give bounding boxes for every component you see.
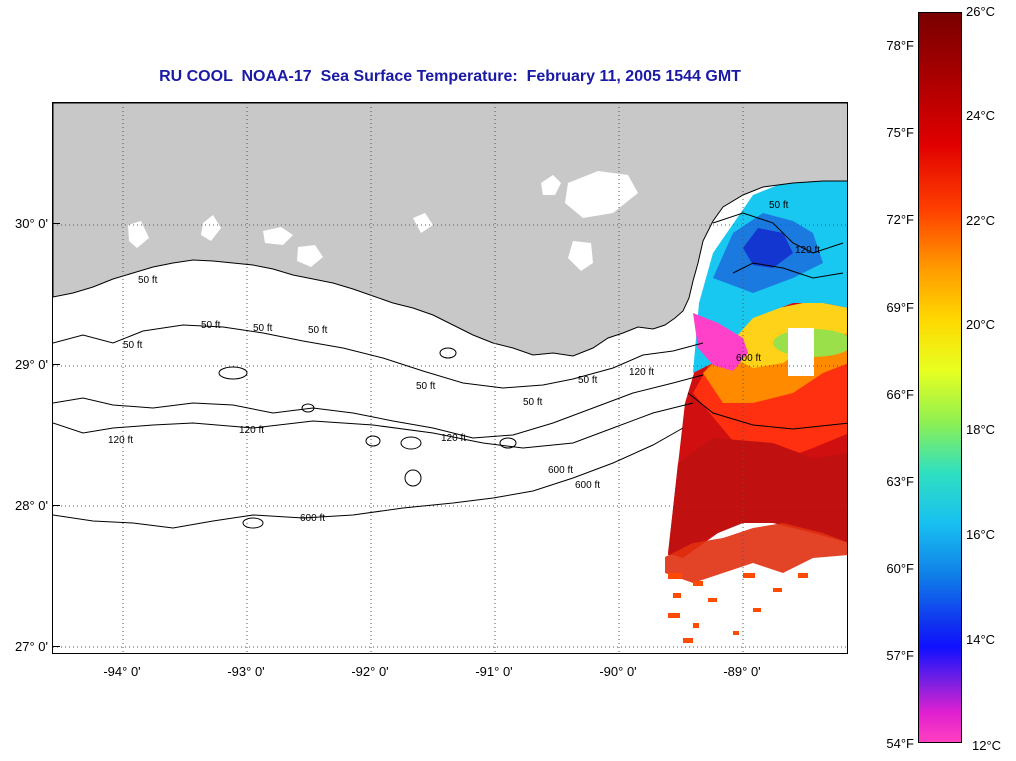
map-panel: 50 ft 50 ft 50 ft 50 ft 50 ft 50 ft 50 f… — [52, 102, 848, 654]
fahrenheit-label: 63°F — [886, 474, 914, 489]
contour-label: 50 ft — [769, 200, 789, 211]
lon-label: -94° 0' — [103, 664, 141, 679]
lon-label: -91° 0' — [475, 664, 513, 679]
contour-label: 50 ft — [416, 381, 436, 392]
celsius-label: 24°C — [966, 108, 996, 123]
contour-label: 120 ft — [108, 435, 133, 446]
celsius-label: 18°C — [966, 422, 996, 437]
contour-label: 120 ft — [441, 433, 466, 444]
contour-label: 600 ft — [575, 480, 600, 491]
celsius-label: 16°C — [966, 527, 996, 542]
celsius-label: 22°C — [966, 213, 996, 228]
sst-swath — [665, 173, 847, 643]
lat-label: 28° 0' — [15, 498, 48, 513]
contour-label: 120 ft — [795, 245, 820, 256]
fahrenheit-label: 72°F — [886, 212, 914, 227]
lat-tick — [52, 646, 60, 647]
contour-label: 50 ft — [308, 325, 328, 336]
celsius-label: 14°C — [966, 632, 996, 647]
lon-label: -90° 0' — [599, 664, 637, 679]
fahrenheit-label: 78°F — [886, 38, 914, 53]
land-mass — [53, 103, 847, 357]
contour-label: 50 ft — [578, 375, 598, 386]
contour-label: 50 ft — [201, 320, 221, 331]
contour-label: 600 ft — [736, 353, 761, 364]
contour-label: 50 ft — [523, 397, 543, 408]
map-title: RU COOL NOAA-17 Sea Surface Temperature:… — [159, 68, 741, 85]
fahrenheit-label: 57°F — [886, 648, 914, 663]
lat-tick — [52, 364, 60, 365]
contour-label: 50 ft — [123, 340, 143, 351]
fahrenheit-label: 54°F — [886, 736, 914, 751]
lon-label: -93° 0' — [227, 664, 265, 679]
celsius-label: 20°C — [966, 317, 996, 332]
lon-label: -92° 0' — [351, 664, 389, 679]
contour-rings — [218, 347, 517, 529]
contour-label: 600 ft — [548, 465, 573, 476]
lat-label: 30° 0' — [15, 216, 48, 231]
lat-label: 27° 0' — [15, 639, 48, 654]
contour-label: 600 ft — [300, 513, 325, 524]
temperature-colorbar — [918, 12, 962, 743]
celsius-label: 12°C — [972, 738, 1002, 753]
lat-tick — [52, 223, 60, 224]
contour-label: 50 ft — [138, 275, 158, 286]
fahrenheit-label: 66°F — [886, 387, 914, 402]
lat-tick — [52, 505, 60, 506]
depth-contours — [53, 212, 847, 529]
fahrenheit-label: 69°F — [886, 300, 914, 315]
contour-label: 50 ft — [253, 323, 273, 334]
inland-lakes — [128, 171, 638, 271]
sst-map: 50 ft 50 ft 50 ft 50 ft 50 ft 50 ft 50 f… — [53, 103, 847, 653]
lon-label: -89° 0' — [723, 664, 761, 679]
graticule — [53, 103, 847, 653]
contour-label-group: 50 ft 50 ft 50 ft 50 ft 50 ft 50 ft 50 f… — [108, 200, 820, 524]
contour-label: 120 ft — [239, 425, 264, 436]
fahrenheit-label: 75°F — [886, 125, 914, 140]
celsius-label: 26°C — [966, 4, 996, 19]
fahrenheit-label: 60°F — [886, 561, 914, 576]
contour-label: 120 ft — [629, 367, 654, 378]
lat-label: 29° 0' — [15, 357, 48, 372]
